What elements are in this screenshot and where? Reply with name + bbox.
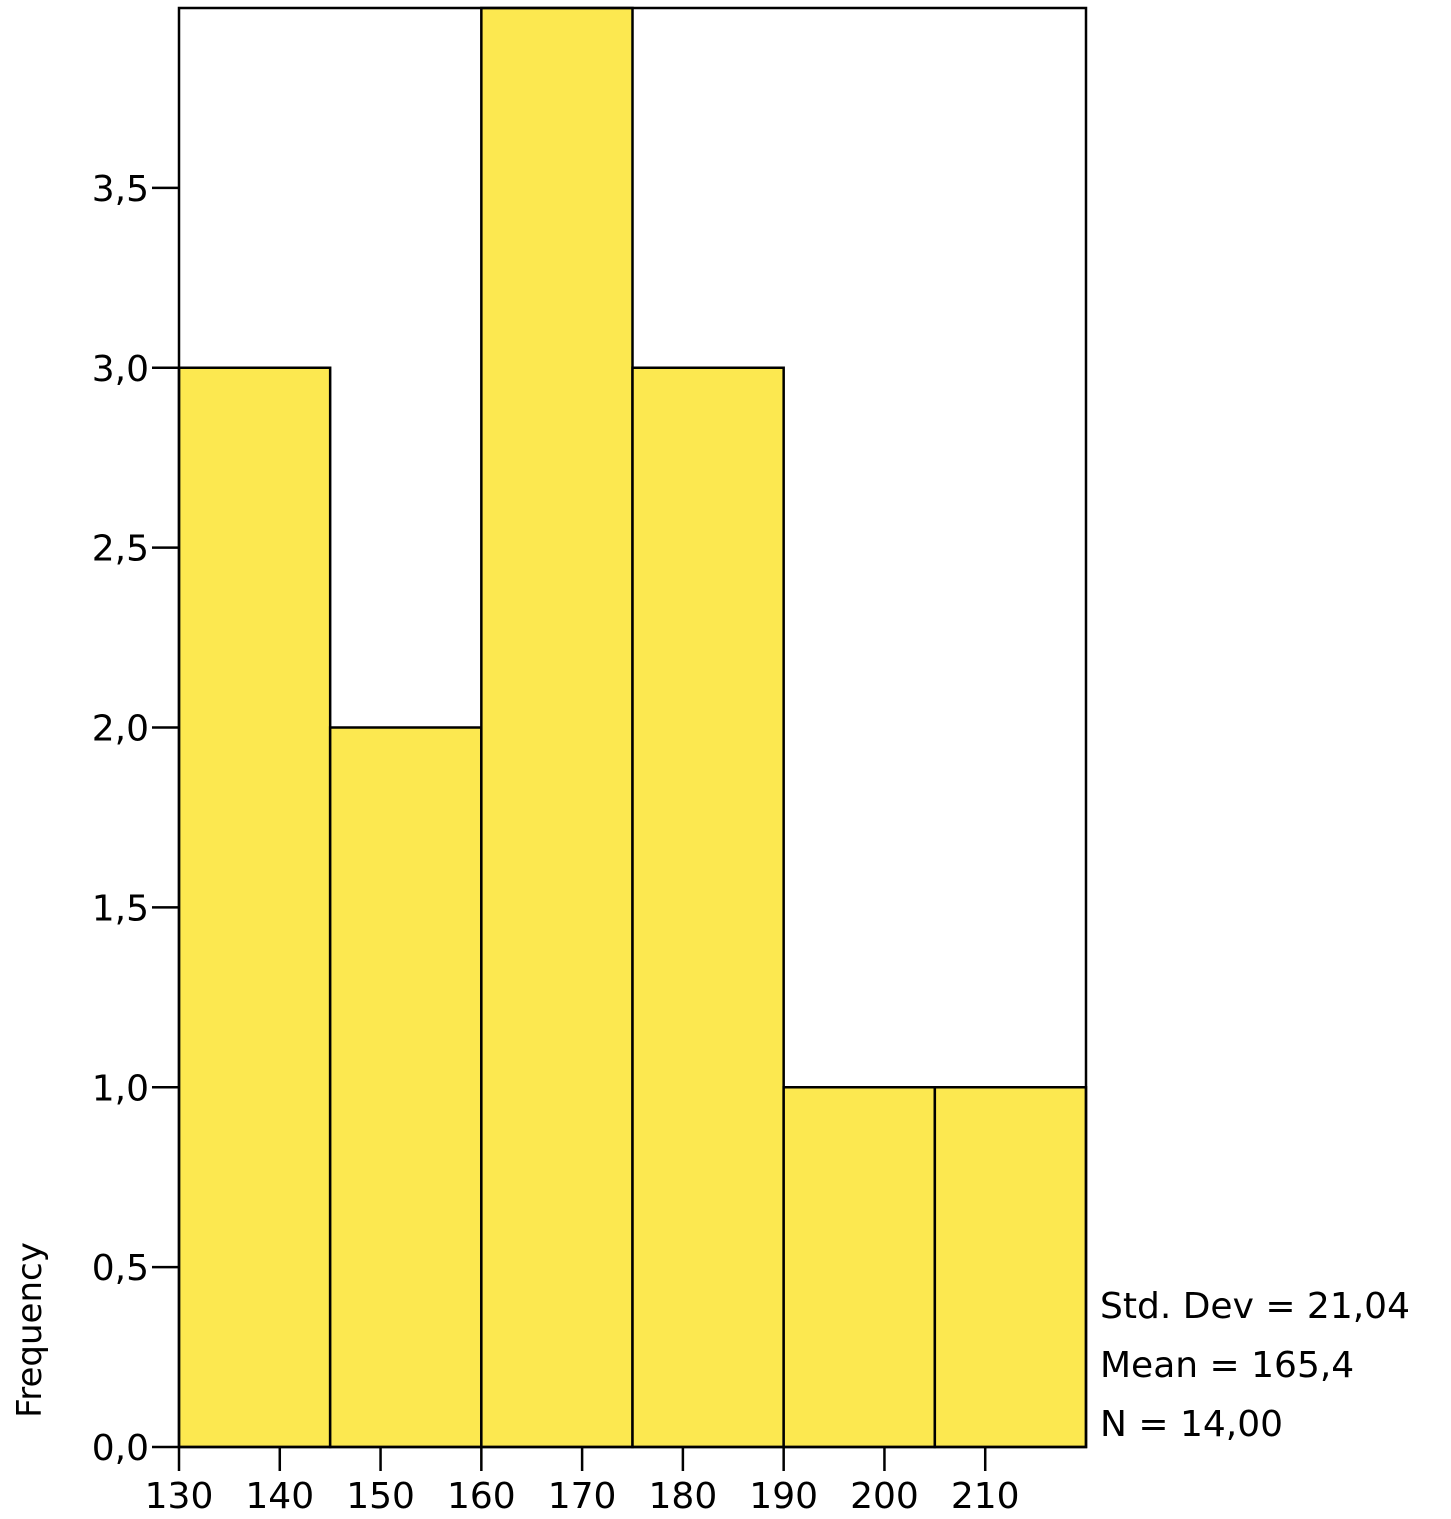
y-tick-label: 2,5 [92, 529, 149, 570]
mean-label: Mean = 165,4 [1100, 1345, 1354, 1386]
histogram-bar-3 [480, 6, 634, 1449]
x-tick-label: 150 [346, 1476, 415, 1517]
x-tick-label: 170 [548, 1476, 617, 1517]
bars [177, 6, 1088, 1449]
x-tick-label: 210 [951, 1476, 1020, 1517]
y-tick-label: 1,5 [92, 888, 149, 929]
histogram-bar-6 [933, 1086, 1088, 1449]
y-tick-label: 3,0 [92, 349, 149, 390]
x-tick-label: 190 [749, 1476, 818, 1517]
n-label: N = 14,00 [1100, 1404, 1283, 1445]
y-axis: 0,0 0,5 1,0 1,5 2,0 2,5 3,0 3,5 [92, 169, 179, 1469]
y-tick-label: 3,5 [92, 169, 149, 210]
std-dev-label: Std. Dev = 21,04 [1100, 1286, 1410, 1327]
x-tick-label: 140 [245, 1476, 314, 1517]
y-tick-label: 0,0 [92, 1428, 149, 1469]
histogram-bar-4 [631, 366, 785, 1449]
x-tick-label: 160 [447, 1476, 516, 1517]
histogram-bar-5 [782, 1086, 937, 1449]
y-tick-label: 2,0 [92, 709, 149, 750]
stats-box: Std. Dev = 21,04 Mean = 165,4 N = 14,00 [1100, 1286, 1410, 1445]
y-axis-title: Frequency [10, 1242, 50, 1418]
x-tick-label: 180 [649, 1476, 718, 1517]
x-tick-label: 130 [145, 1476, 214, 1517]
y-tick-label: 1,0 [92, 1068, 149, 1109]
x-tick-label: 200 [850, 1476, 919, 1517]
histogram-bar-1 [177, 366, 332, 1449]
histogram-bar-2 [328, 726, 483, 1449]
x-axis: 130 140 150 160 170 180 190 200 210 [145, 1447, 1020, 1517]
y-tick-label: 0,5 [92, 1248, 149, 1289]
